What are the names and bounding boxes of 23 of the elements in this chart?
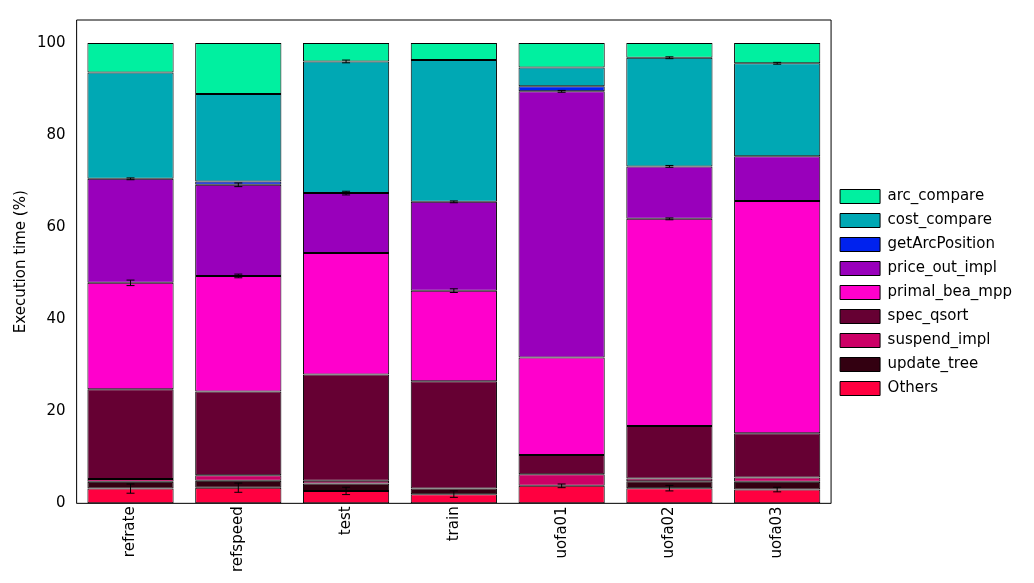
x-tick-label: uofa03: [767, 506, 786, 559]
x-tick-label: train: [443, 506, 462, 542]
legend-label: spec_qsort: [887, 306, 969, 326]
legend-label: suspend_impl: [887, 330, 991, 350]
x-tick-label: refrate: [120, 506, 139, 558]
y-tick-label: 80: [46, 124, 66, 143]
legend-label: cost_compare: [887, 210, 993, 230]
legend-label: arc_compare: [887, 186, 985, 206]
x-tick-label: refspeed: [228, 506, 247, 573]
legend-label: price_out_impl: [887, 258, 997, 278]
y-tick-label: 0: [56, 493, 66, 512]
x-tick-label: test: [335, 506, 354, 536]
legend-label: update_tree: [887, 354, 979, 374]
x-tick-label: uofa01: [551, 506, 570, 559]
y-axis-title: Execution time (%): [10, 190, 29, 334]
y-tick-label: 20: [46, 401, 66, 420]
legend-label: primal_bea_mpp: [887, 282, 1013, 302]
y-tick-label: 60: [46, 217, 66, 236]
y-tick-label: 40: [46, 309, 66, 328]
legend-label: Others: [887, 378, 939, 397]
legend-label: getArcPosition: [887, 234, 995, 253]
x-tick-label: uofa02: [659, 506, 678, 559]
y-tick-label: 100: [36, 32, 66, 51]
